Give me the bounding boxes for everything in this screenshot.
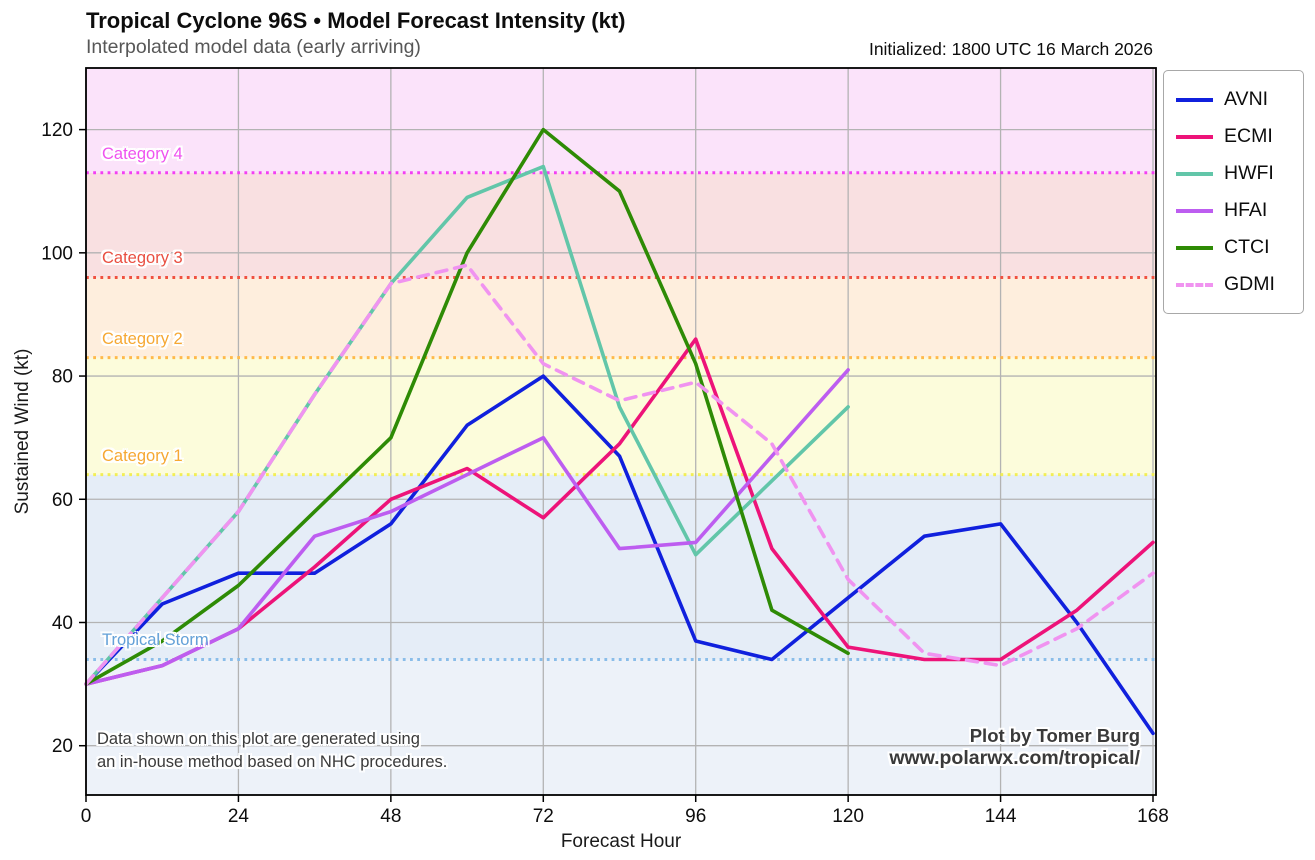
y-tick-label-60: 60 — [52, 490, 73, 511]
legend-label-hwfi: HWFI — [1224, 162, 1274, 184]
legend-line-sample-hfai — [1176, 208, 1213, 213]
legend-label-avni: AVNI — [1224, 88, 1269, 110]
legend-item-hfai: HFAI — [1176, 192, 1291, 229]
plot-frame — [85, 67, 1157, 796]
data-note-line1: Data shown on this plot are generated us… — [97, 730, 420, 748]
y-tick-label-80: 80 — [52, 367, 73, 388]
legend-line-sample-hwfi — [1176, 171, 1213, 176]
x-tick-label-72: 72 — [533, 806, 554, 827]
data-note: Data shown on this plot are generated us… — [97, 728, 447, 774]
legend-item-gdmi: GDMI — [1176, 266, 1291, 303]
band-34-64 — [86, 474, 1156, 660]
chart-title: Tropical Cyclone 96S • Model Forecast In… — [86, 8, 626, 33]
x-tick-label-24: 24 — [228, 806, 250, 827]
y-axis-label: Sustained Wind (kt) — [12, 349, 33, 515]
legend-line-sample-ctci — [1176, 245, 1213, 250]
legend-line-sample-ecmi — [1176, 134, 1213, 139]
threshold-label-category-3: Category 3 — [102, 249, 183, 268]
series-line-ctci — [84, 127, 850, 686]
legend-line-sample-gdmi — [1176, 282, 1213, 287]
legend-item-ctci: CTCI — [1176, 229, 1291, 266]
x-axis-label: Forecast Hour — [561, 831, 682, 852]
x-tick-label-144: 144 — [985, 806, 1017, 827]
legend-item-ecmi: ECMI — [1176, 118, 1291, 155]
legend-item-hwfi: HWFI — [1176, 155, 1291, 192]
x-tick-label-168: 168 — [1137, 806, 1169, 827]
band-113-130 — [86, 68, 1156, 173]
credit-url: www.polarwx.com/tropical/ — [889, 747, 1140, 770]
x-tick-label-96: 96 — [685, 806, 706, 827]
legend-label-gdmi: GDMI — [1224, 273, 1275, 295]
credit-author: Plot by Tomer Burg — [969, 725, 1140, 746]
credit: Plot by Tomer Burg www.polarwx.com/tropi… — [889, 725, 1140, 771]
threshold-label-tropical-storm: Tropical Storm — [102, 631, 209, 650]
series-line-gdmi — [84, 263, 1155, 686]
x-tick-label-120: 120 — [832, 806, 864, 827]
x-tick-label-0: 0 — [81, 806, 92, 827]
threshold-label-category-4: Category 4 — [102, 144, 183, 163]
y-tick-label-20: 20 — [52, 736, 73, 757]
band-83-96 — [86, 277, 1156, 358]
y-tick-label-40: 40 — [52, 613, 73, 634]
threshold-label-category-1: Category 1 — [102, 446, 183, 465]
y-tick-label-120: 120 — [41, 120, 73, 141]
band-96-113 — [86, 172, 1156, 278]
legend-item-avni: AVNI — [1176, 81, 1291, 118]
legend-label-ecmi: ECMI — [1224, 125, 1273, 147]
legend-label-ctci: CTCI — [1224, 236, 1270, 258]
x-tick-label-48: 48 — [380, 806, 401, 827]
legend-label-hfai: HFAI — [1224, 199, 1268, 221]
legend: AVNI ECMI HWFI HFAI CTCI GDMI — [1163, 70, 1304, 314]
series-line-avni — [84, 374, 1155, 736]
data-note-line2: an in-house method based on NHC procedur… — [97, 752, 448, 771]
series-line-hfai — [84, 368, 850, 686]
initialized-timestamp: Initialized: 1800 UTC 16 March 2026 — [868, 39, 1153, 59]
y-tick-label-100: 100 — [41, 243, 73, 264]
legend-line-sample-avni — [1176, 97, 1213, 102]
chart-subtitle: Interpolated model data (early arriving) — [86, 36, 421, 58]
threshold-label-category-2: Category 2 — [102, 329, 183, 348]
band-12-34 — [86, 659, 1156, 795]
series-line-ecmi — [84, 337, 1155, 686]
